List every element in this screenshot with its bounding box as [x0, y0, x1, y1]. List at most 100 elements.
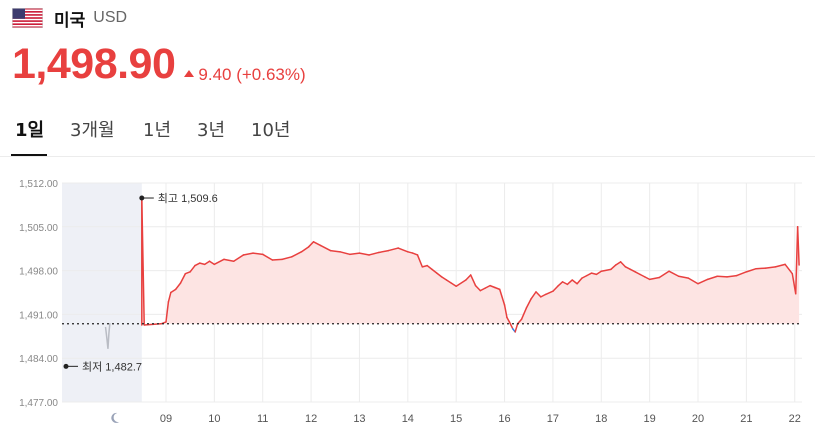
x-tick-label: 15 [450, 413, 462, 425]
premarket-band [62, 183, 142, 402]
series-segment [141, 197, 145, 326]
series-segment [796, 226, 800, 266]
series-segment [416, 254, 424, 268]
us-flag-icon [12, 8, 43, 28]
series-segment [600, 268, 612, 272]
high-label: 최고 1,509.6 [158, 192, 218, 205]
series-segment [687, 277, 699, 285]
series-segment [213, 258, 225, 266]
x-tick-label: 09 [160, 413, 172, 425]
series-segment [726, 274, 738, 278]
series-segment [194, 262, 201, 267]
series-segment [525, 298, 532, 309]
series-segment [426, 264, 433, 271]
series-segment [581, 274, 588, 279]
y-tick-label: 1,498.00 [19, 267, 58, 278]
x-tick-label: 22 [789, 413, 801, 425]
tab-1y[interactable]: 1년 [143, 120, 172, 141]
series-segment [624, 266, 632, 271]
x-tick-label: 17 [547, 413, 559, 425]
series-segment [421, 264, 428, 268]
x-tick-label: 10 [208, 413, 220, 425]
series-segment [697, 278, 709, 285]
series-segment [160, 321, 167, 325]
series-segment [484, 284, 491, 289]
series-segment [407, 251, 414, 254]
x-tick-label: 16 [498, 413, 510, 425]
series-segment [619, 261, 627, 268]
y-tick-label: 1,512.00 [19, 179, 58, 190]
series-segment [557, 281, 564, 287]
series-segment [615, 261, 622, 266]
series-segment [455, 279, 467, 287]
series-segment [450, 282, 457, 287]
tab-3m[interactable]: 3개월 [70, 120, 115, 141]
series-segment [189, 264, 196, 273]
series-segment [634, 271, 641, 276]
series-segment [774, 263, 786, 268]
series-segment [706, 275, 719, 281]
series-segment [576, 277, 583, 285]
series-segment [668, 270, 680, 277]
series-segment [506, 316, 511, 323]
header: 미국 USD [12, 6, 127, 31]
y-tick-label: 1,477.00 [19, 398, 58, 409]
series-segment [658, 270, 670, 279]
series-segment [232, 254, 245, 262]
series-segment [170, 288, 177, 294]
tab-1d[interactable]: 1일 [15, 120, 45, 141]
series-segment [465, 274, 472, 281]
area-fill [141, 198, 800, 324]
series-segment [764, 266, 777, 269]
series-segment [397, 247, 409, 253]
series-segment [571, 279, 578, 285]
series-segment [174, 282, 182, 291]
series-segment [261, 253, 274, 261]
series-segment [677, 275, 690, 279]
series-segment [595, 270, 603, 276]
series-segment [320, 244, 332, 252]
series-segment [436, 272, 443, 278]
y-tick-label: 1,491.00 [19, 310, 58, 321]
x-tick-label: 14 [402, 413, 414, 425]
series-segment [167, 291, 172, 303]
series-segment [479, 287, 486, 292]
up-arrow-icon [184, 70, 195, 77]
series-segment [530, 291, 537, 300]
series-segment [503, 304, 508, 319]
x-tick-label: 19 [644, 413, 656, 425]
series-segment [307, 241, 315, 248]
series-segment [300, 246, 310, 253]
series-segment [610, 264, 617, 271]
x-tick-label: 11 [257, 413, 268, 425]
series-segment [440, 276, 448, 281]
series-segment [368, 251, 380, 256]
series-segment [520, 307, 528, 321]
tab-10y[interactable]: 10년 [251, 120, 291, 141]
series-segment [735, 271, 748, 277]
x-tick-label: 13 [353, 413, 365, 425]
series-segment [784, 263, 794, 275]
series-segment [566, 279, 574, 286]
series-segment [312, 241, 322, 247]
series-segment [208, 260, 216, 266]
series-segment [494, 286, 501, 291]
series-segment [252, 252, 264, 256]
series-segment [199, 262, 206, 266]
tab-3y[interactable]: 3년 [197, 120, 226, 141]
country-name: 미국 [54, 10, 86, 31]
series-segment [281, 256, 293, 261]
series-segment [552, 285, 559, 292]
series-segment [474, 284, 482, 292]
series-segment [223, 258, 235, 262]
series-segment [755, 267, 767, 270]
series-segment [540, 293, 547, 298]
series-segment [290, 251, 303, 258]
series-segment [648, 276, 661, 281]
series-segment [387, 247, 399, 252]
y-tick-label: 1,505.00 [19, 223, 58, 234]
low-label: 최저 1,482.7 [82, 360, 142, 373]
series-segment [378, 249, 390, 254]
series-segment [586, 272, 593, 277]
series-segment [544, 290, 554, 296]
